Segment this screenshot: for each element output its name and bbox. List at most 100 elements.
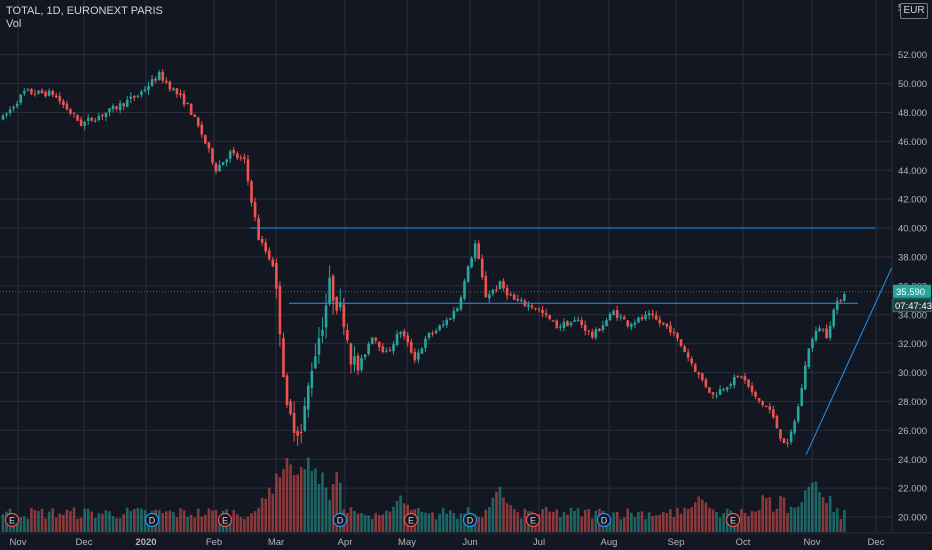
price-axis[interactable]: 20.000 22.000 24.000 26.000 28.000 30.000 32.0… <box>891 0 932 550</box>
badge-letter: D <box>467 516 474 526</box>
volume-bar <box>157 510 161 532</box>
candle-body <box>267 250 271 260</box>
candle-body <box>402 330 406 337</box>
volume-bar <box>839 519 843 532</box>
candle-body <box>388 349 392 351</box>
candle-body <box>516 298 520 301</box>
candle-body <box>90 117 94 121</box>
volume-bar <box>321 472 324 532</box>
volume-bar <box>40 508 44 532</box>
price-tick-label: 34.000 <box>898 310 927 321</box>
volume-bar <box>541 509 544 532</box>
candle-body <box>449 318 452 320</box>
volume-bar <box>818 492 821 532</box>
candle-body <box>470 258 473 268</box>
volume-bar <box>264 498 267 532</box>
candle-body <box>424 338 427 349</box>
volume-bar <box>431 512 434 532</box>
price-tick-label: 26.000 <box>898 426 927 437</box>
candle-body <box>236 153 239 158</box>
candle-body <box>211 148 214 163</box>
candle-body <box>143 89 147 91</box>
volume-bar <box>285 457 289 532</box>
candle-body <box>637 317 640 323</box>
volume-bar <box>782 497 786 532</box>
candle-body <box>94 120 97 122</box>
candle-body <box>310 370 314 388</box>
price-tick-label: 24.000 <box>898 455 927 466</box>
volume-bar <box>257 507 260 532</box>
volume-bar <box>385 510 388 532</box>
volume-bar <box>480 517 484 532</box>
volume-bar <box>835 508 839 532</box>
drawn-lines[interactable] <box>0 227 893 456</box>
volume-bar <box>509 505 512 532</box>
time-tick-label: Feb <box>206 537 222 548</box>
volume-bar <box>310 471 314 532</box>
volume-bar <box>580 516 583 532</box>
price-tick-label: 22.000 <box>898 484 927 495</box>
candle-body <box>633 322 637 325</box>
volume-bar <box>94 517 97 532</box>
candle-body <box>427 332 431 338</box>
price-tick-label: 32.000 <box>898 339 927 350</box>
badge-letter: D <box>337 516 344 526</box>
volume-bar <box>360 513 363 532</box>
earnings-badge <box>217 512 233 528</box>
volume-bar <box>701 499 704 532</box>
volume-bar <box>349 507 353 532</box>
candle-body <box>495 289 498 291</box>
candle-body <box>569 322 573 325</box>
candle-body <box>612 310 615 316</box>
volume-bar <box>328 499 331 532</box>
volume-bar <box>644 519 647 532</box>
candle-body <box>409 341 413 353</box>
volume-bar <box>764 498 768 532</box>
volume-bar <box>299 466 303 532</box>
price-tick-label: 44.000 <box>898 166 927 177</box>
volume-bar <box>1 514 5 532</box>
candle-body <box>477 243 480 259</box>
time-tick-label: 2020 <box>135 537 156 548</box>
last-price-tag <box>893 284 931 298</box>
time-axis[interactable]: Nov Dec 2020 Feb Mar Apr May Jun Jul Aug Sep Oct Nov… <box>0 532 932 550</box>
volume-bar <box>807 486 811 532</box>
candle-body <box>832 309 835 327</box>
volume-bar <box>218 518 221 532</box>
volume-bar <box>243 519 246 532</box>
candle-body <box>750 385 754 392</box>
candle-body <box>786 442 789 444</box>
dividend-badge <box>144 512 160 528</box>
volume-bar <box>452 513 456 532</box>
volume-bar <box>800 502 804 532</box>
candle-body <box>104 112 108 117</box>
volume-bar <box>228 519 232 532</box>
candle-body <box>647 313 651 316</box>
candle-body <box>154 78 157 81</box>
price-tick-label: 38.000 <box>898 252 927 263</box>
volume-bar <box>54 517 58 532</box>
volume-bar <box>69 511 72 532</box>
volume-label: Vol <box>6 18 22 30</box>
volume-bar <box>388 511 392 532</box>
volume-bar <box>108 511 111 532</box>
candle-body <box>605 320 608 327</box>
candle-body <box>69 109 72 114</box>
candle-body <box>72 112 76 114</box>
currency-button[interactable]: EUR <box>900 3 928 19</box>
candle-body <box>44 92 47 97</box>
volume-bar <box>640 511 644 532</box>
volume-bar <box>445 513 449 532</box>
time-tick-label: Aug <box>601 537 618 548</box>
candle-body <box>367 344 370 355</box>
volume-bar <box>292 475 296 532</box>
candle-body <box>559 326 562 328</box>
volume-bar <box>718 517 722 532</box>
volume-bar <box>449 510 452 532</box>
candle-body <box>264 242 267 252</box>
candle-body <box>133 96 136 98</box>
candle-body <box>438 325 441 331</box>
volume-bar <box>122 514 125 532</box>
